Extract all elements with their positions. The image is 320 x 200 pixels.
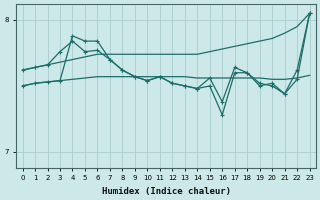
X-axis label: Humidex (Indice chaleur): Humidex (Indice chaleur) [101, 187, 231, 196]
